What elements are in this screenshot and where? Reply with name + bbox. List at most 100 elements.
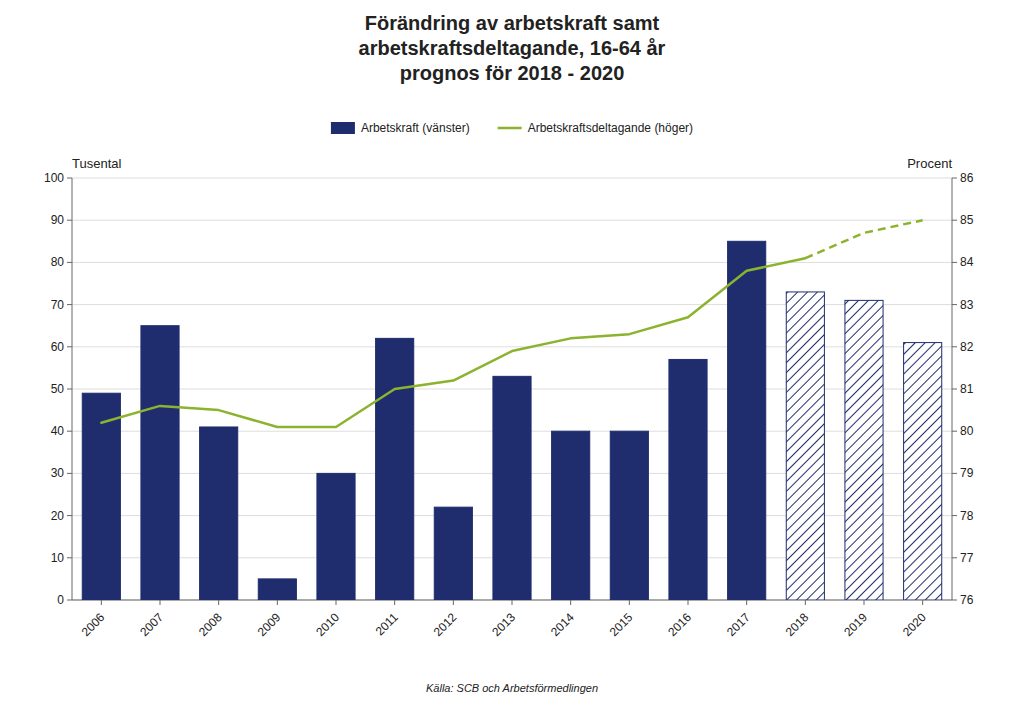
y-tick-label: 30 <box>51 466 65 480</box>
y-tick-label: 60 <box>51 340 65 354</box>
x-tick <box>688 600 689 605</box>
y-tick-label: 40 <box>51 424 65 438</box>
title-line: Förändring av arbetskraft samt <box>365 12 660 34</box>
y2-tick <box>952 515 957 516</box>
y-tick <box>67 262 72 263</box>
x-tick-label: 2012 <box>431 610 460 639</box>
axes: 0102030405060708090100767778798081828384… <box>44 171 974 639</box>
y2-tick <box>952 557 957 558</box>
x-tick-label: 2008 <box>196 610 225 639</box>
y-tick <box>67 389 72 390</box>
y-axis-label: Tusental <box>72 156 121 171</box>
y2-tick-label: 84 <box>960 255 974 269</box>
y-tick-label: 20 <box>51 509 65 523</box>
bar <box>904 343 942 600</box>
y-tick-label: 10 <box>51 551 65 565</box>
y-tick <box>67 557 72 558</box>
y2-tick <box>952 220 957 221</box>
y-tick <box>67 220 72 221</box>
y2-tick <box>952 431 957 432</box>
y2-tick <box>952 262 957 263</box>
legend-swatch <box>498 127 522 130</box>
y-tick <box>67 600 72 601</box>
legend-swatch <box>331 122 355 134</box>
x-tick <box>746 600 747 605</box>
bar <box>493 376 531 600</box>
legend-label: Arbetskraft (vänster) <box>361 121 470 135</box>
y-axis-line <box>72 178 73 600</box>
y2-tick <box>952 346 957 347</box>
y2-tick <box>952 178 957 179</box>
y-tick-label: 0 <box>57 593 64 607</box>
chart: Förändring av arbetskraft samtarbetskraf… <box>0 0 1024 702</box>
legend-item: Arbetskraft (vänster) <box>331 121 470 135</box>
y2-tick <box>952 600 957 601</box>
y2-tick-label: 79 <box>960 466 974 480</box>
y2-tick-label: 77 <box>960 551 974 565</box>
y-tick-label: 50 <box>51 382 65 396</box>
title-line: prognos för 2018 - 2020 <box>400 62 625 84</box>
x-tick <box>218 600 219 605</box>
y2-tick-label: 78 <box>960 509 974 523</box>
y2-tick-label: 81 <box>960 382 974 396</box>
y2-tick <box>952 304 957 305</box>
bar <box>200 427 238 600</box>
x-tick-label: 2010 <box>313 610 342 639</box>
y-tick <box>67 515 72 516</box>
x-tick <box>160 600 161 605</box>
x-tick <box>101 600 102 605</box>
legend-label: Arbetskraftsdeltagande (höger) <box>528 121 693 135</box>
x-tick <box>394 600 395 605</box>
x-tick-label: 2014 <box>548 610 577 639</box>
y-tick-label: 100 <box>44 171 64 185</box>
y-tick <box>67 178 72 179</box>
line <box>805 220 922 258</box>
bar <box>376 338 414 600</box>
x-tick-label: 2011 <box>373 610 401 638</box>
x-tick <box>864 600 865 605</box>
legend: Arbetskraft (vänster) Arbetskraftsdeltaga… <box>331 121 693 135</box>
y-tick-label: 70 <box>51 298 65 312</box>
x-tick-label: 2016 <box>665 610 694 639</box>
bar <box>845 300 883 600</box>
grid-line <box>72 220 952 221</box>
marks <box>82 220 941 600</box>
x-tick <box>570 600 571 605</box>
y2-tick-label: 80 <box>960 424 974 438</box>
y2-tick <box>952 389 957 390</box>
bar <box>552 431 590 600</box>
bar <box>258 579 296 600</box>
y2-axis-label: Procent <box>907 156 952 171</box>
y-tick <box>67 431 72 432</box>
x-tick <box>512 600 513 605</box>
x-tick-label: 2009 <box>255 610 284 639</box>
source: Källa: SCB och Arbetsförmedlingen <box>426 682 598 694</box>
x-tick <box>453 600 454 605</box>
y2-tick-label: 76 <box>960 593 974 607</box>
line <box>101 258 805 427</box>
y2-tick-label: 83 <box>960 298 974 312</box>
x-tick-label: 2006 <box>79 610 108 639</box>
grid-line <box>72 178 952 179</box>
x-tick-label: 2015 <box>607 610 636 639</box>
legend-item: Arbetskraftsdeltagande (höger) <box>498 121 693 135</box>
title: Förändring av arbetskraft samtarbetskraf… <box>359 12 666 84</box>
bar <box>786 292 824 600</box>
x-tick-label: 2013 <box>489 610 518 639</box>
bar <box>82 393 120 600</box>
grid <box>72 178 952 600</box>
grid-line <box>72 262 952 263</box>
x-tick-label: 2017 <box>724 610 753 639</box>
y2-tick-label: 85 <box>960 213 974 227</box>
x-tick <box>922 600 923 605</box>
bar <box>317 473 355 600</box>
y-tick-label: 90 <box>51 213 65 227</box>
y2-axis-line <box>952 178 953 600</box>
y2-tick-label: 86 <box>960 171 974 185</box>
bar <box>669 359 707 600</box>
bar <box>728 241 766 600</box>
x-tick <box>629 600 630 605</box>
x-tick <box>277 600 278 605</box>
x-tick-label: 2007 <box>137 610 166 639</box>
bar <box>141 326 179 600</box>
